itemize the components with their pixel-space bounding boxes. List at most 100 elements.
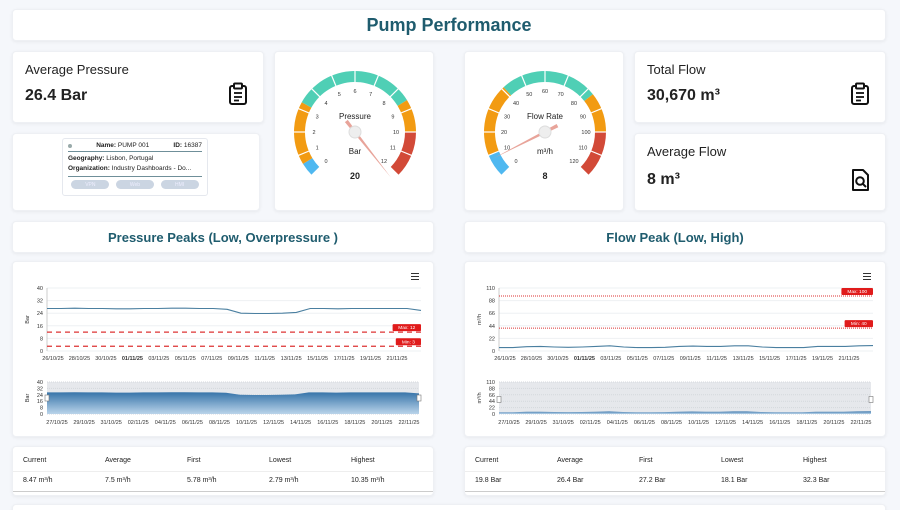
gauge-unit: m³/h xyxy=(537,147,553,156)
navigator-x-tick: 02/11/25 xyxy=(128,420,149,426)
navigator-x-tick: 16/11/25 xyxy=(769,420,790,426)
stats-first: 5.78 m³/h xyxy=(187,477,217,484)
navigator-x-tick: 20/11/25 xyxy=(823,420,844,426)
gauge-separator xyxy=(400,107,413,114)
kpi-label: Average Pressure xyxy=(25,62,129,77)
kpi-total-flow: Total Flow 30,670 m³ xyxy=(634,51,886,123)
x-tick-label: 05/11/25 xyxy=(627,356,648,362)
navigator-y-tick: 0 xyxy=(40,412,43,418)
navigator-y-tick: 32 xyxy=(37,386,43,392)
hmi-button[interactable]: HMI xyxy=(160,180,199,189)
navigator-x-tick: 02/11/25 xyxy=(580,420,601,426)
web-button[interactable]: Web xyxy=(115,180,154,189)
x-tick-label: 07/11/25 xyxy=(201,356,222,362)
threshold-label: Min: 3 xyxy=(402,339,415,345)
navigator-x-tick: 06/11/25 xyxy=(182,420,203,426)
x-tick-label: 26/10/25 xyxy=(494,356,515,362)
x-tick-label: 15/11/25 xyxy=(307,356,328,362)
clipboard-icon[interactable] xyxy=(227,82,249,106)
navigator-handle-right[interactable] xyxy=(416,394,422,402)
navigator-x-tick: 16/11/25 xyxy=(317,420,338,426)
series-line xyxy=(499,345,874,349)
x-tick-label: 17/11/25 xyxy=(786,356,807,362)
document-search-icon[interactable] xyxy=(849,168,871,192)
x-tick-label: 21/11/25 xyxy=(386,356,407,362)
navigator-y-tick: 110 xyxy=(486,380,495,386)
threshold-label: Max: 100 xyxy=(847,289,867,295)
stats-current: 8.47 m³/h xyxy=(23,477,53,484)
stats-header: Current xyxy=(23,457,47,464)
navigator-x-tick: 12/11/25 xyxy=(263,420,284,426)
flow-stats-table: Current Average First Lowest Highest 8.4… xyxy=(12,446,434,496)
gauge-tick-label: 1 xyxy=(316,146,319,152)
stats-header: Average xyxy=(105,457,131,464)
gauge-tick-label: 10 xyxy=(393,130,399,136)
gauge-separator xyxy=(310,166,321,177)
gauge-value: 20 xyxy=(350,171,360,181)
gauge-tick-label: 30 xyxy=(504,114,510,120)
y-axis-label: m³/h xyxy=(477,314,483,325)
gauge-band xyxy=(488,151,510,176)
pressure-chart-card: 0 8 16 24 32 40 Bar 26/10/25 28/10/25 30/10/25 01/… xyxy=(12,261,434,437)
gauge-tick-label: 80 xyxy=(571,101,577,107)
navigator-handle-right[interactable] xyxy=(868,396,874,403)
navigator-y-tick: 88 xyxy=(489,386,495,392)
gauge-separator xyxy=(590,107,603,114)
x-tick-label: 01/11/25 xyxy=(122,356,143,362)
x-tick-label: 03/11/25 xyxy=(148,356,169,362)
gauge-tick-label: 2 xyxy=(312,130,315,136)
vpn-button[interactable]: VPN xyxy=(71,180,110,189)
x-tick-label: 28/10/25 xyxy=(69,356,90,362)
navigator-x-tick: 27/10/25 xyxy=(498,420,519,426)
navigator-x-tick: 22/11/25 xyxy=(398,420,419,426)
stats-average: 7.5 m³/h xyxy=(105,477,131,484)
x-tick-label: 01/11/25 xyxy=(574,356,595,362)
navigator-handle-left[interactable] xyxy=(496,396,502,403)
kpi-label: Total Flow xyxy=(647,62,706,77)
x-tick-label: 30/10/25 xyxy=(95,356,116,362)
y-tick-label: 0 xyxy=(492,349,495,355)
y-tick-label: 32 xyxy=(37,299,43,305)
gauge-separator xyxy=(310,87,321,98)
gauge-title: Flow Rate xyxy=(527,112,564,121)
gauge-tick-label: 90 xyxy=(580,114,586,120)
threshold-label: Max: 12 xyxy=(398,325,415,331)
clipboard-icon[interactable] xyxy=(849,82,871,106)
navigator-y-tick: 44 xyxy=(489,399,495,405)
x-tick-label: 13/11/25 xyxy=(733,356,754,362)
chart-menu-icon[interactable] xyxy=(411,273,419,280)
gauge-tick-label: 100 xyxy=(581,130,590,136)
x-tick-label: 15/11/25 xyxy=(759,356,780,362)
navigator-y-label: Bar xyxy=(25,394,31,403)
gauge-separator xyxy=(579,166,590,177)
navigator-y-tick: 24 xyxy=(37,393,43,399)
y-tick-label: 22 xyxy=(489,336,495,342)
gauge-tick-label: 50 xyxy=(526,92,532,98)
navigator-area xyxy=(47,392,419,414)
navigator-x-tick: 14/11/25 xyxy=(290,420,311,426)
x-tick-label: 21/11/25 xyxy=(838,356,859,362)
gauge-tick-label: 3 xyxy=(316,114,319,120)
kpi-value: 30,670 m³ xyxy=(647,87,720,104)
x-tick-label: 09/11/25 xyxy=(680,356,701,362)
gauge-tick-label: 40 xyxy=(513,101,519,107)
stats-header: Highest xyxy=(803,457,827,464)
navigator-y-tick: 22 xyxy=(489,406,495,412)
chart-menu-icon[interactable] xyxy=(863,273,871,280)
gauge-separator xyxy=(579,87,590,98)
gauge-separator xyxy=(330,74,337,87)
x-tick-label: 19/11/25 xyxy=(812,356,833,362)
stats-header: Average xyxy=(557,457,583,464)
navigator-x-tick: 22/11/25 xyxy=(850,420,871,426)
gauge-pivot xyxy=(538,125,552,139)
flow-rate-gauge: 0 10 20 30 40 50 60 70 80 90 100 110 120 Flow Rate m³/… xyxy=(483,70,607,181)
bottom-panel xyxy=(12,504,886,510)
navigator-y-tick: 0 xyxy=(492,412,495,418)
x-tick-label: 28/10/25 xyxy=(521,356,542,362)
navigator-handle-left[interactable] xyxy=(44,394,50,402)
gauge-band xyxy=(584,94,606,132)
stats-average: 26.4 Bar xyxy=(557,477,584,484)
x-tick-label: 13/11/25 xyxy=(281,356,302,362)
